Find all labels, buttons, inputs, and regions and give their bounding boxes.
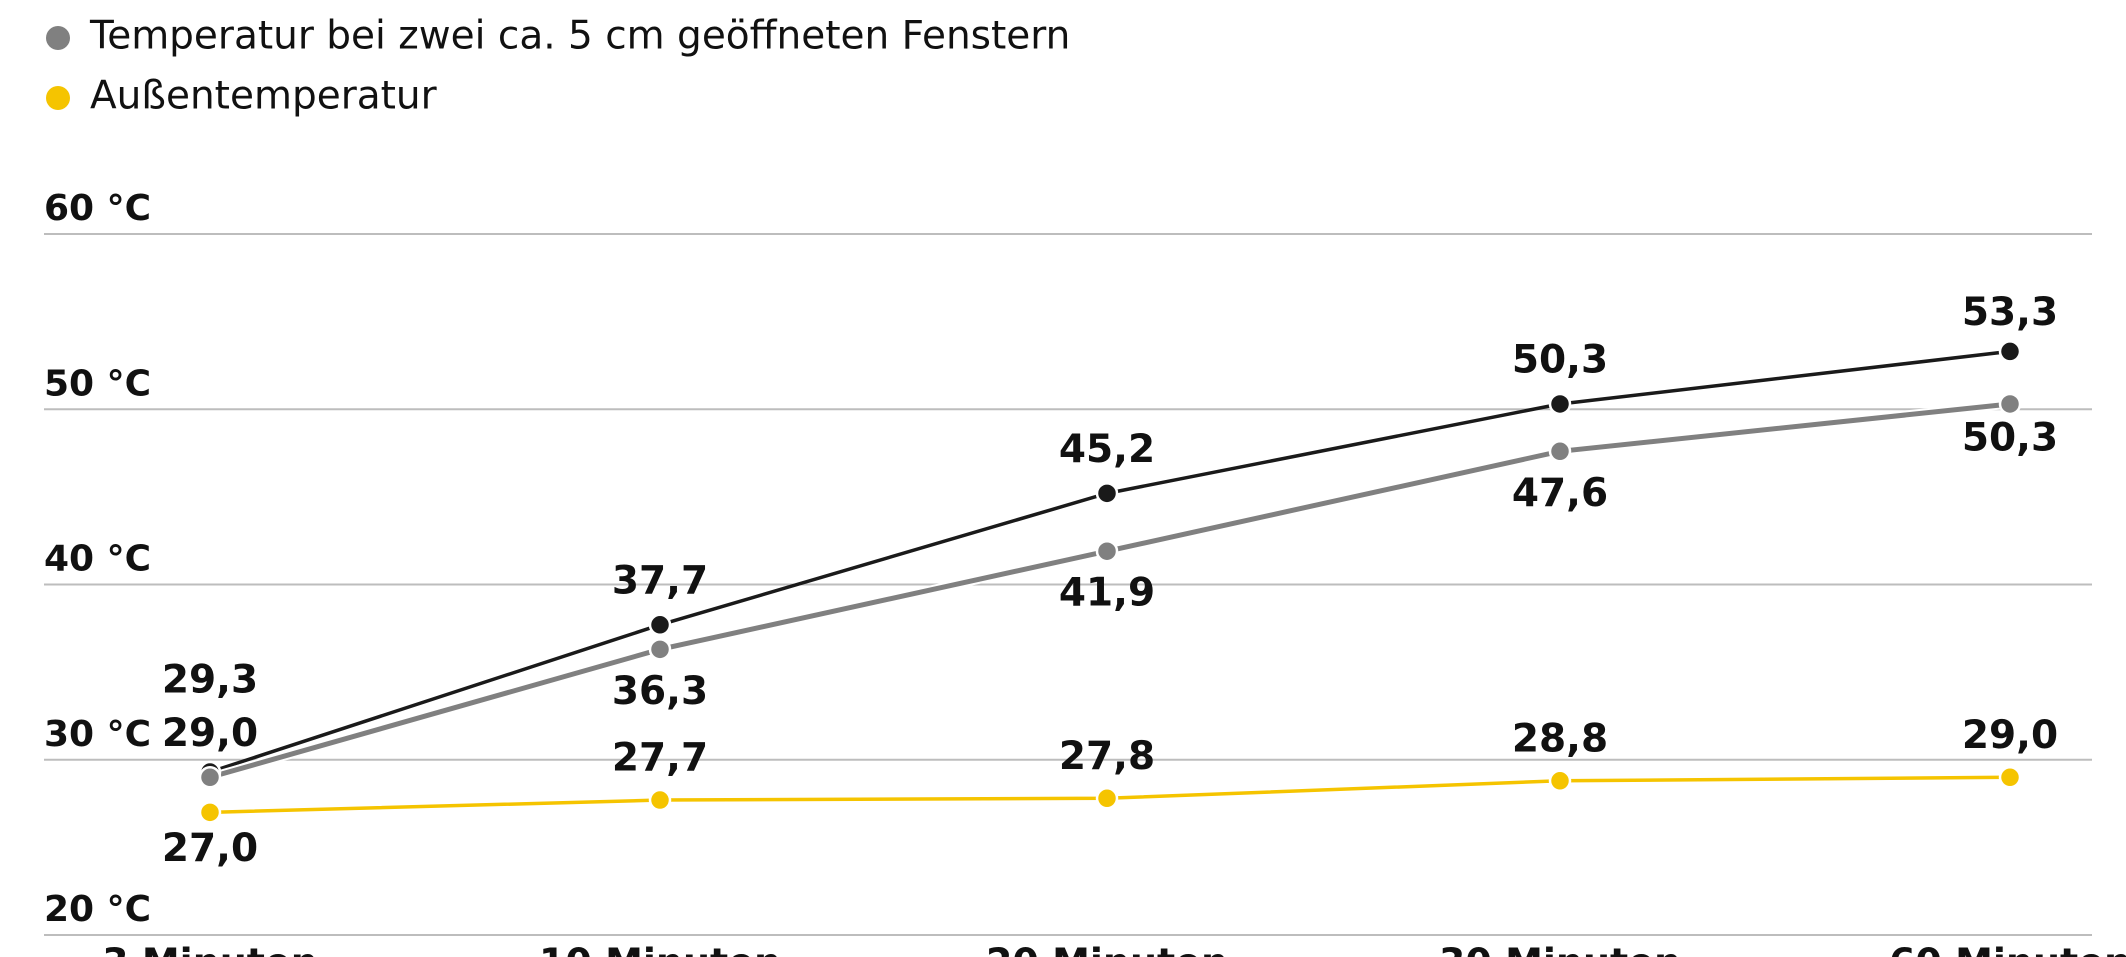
data-label: 50,3 (1962, 415, 2058, 460)
data-point (1998, 766, 2022, 789)
x-tick-label: 60 Minuten (1889, 941, 2126, 957)
data-label: 45,2 (1059, 427, 1155, 472)
legend-label: Temperatur bei zwei ca. 5 cm geöffneten … (89, 14, 1070, 59)
data-label: 37,7 (612, 558, 708, 603)
data-point (648, 638, 672, 661)
data-point (1095, 787, 1119, 810)
y-tick-label: 50 °C (44, 363, 151, 404)
y-tick-label: 30 °C (44, 714, 151, 755)
y-tick-label: 60 °C (44, 188, 151, 229)
x-tick-label: 30 Minuten (1439, 941, 1681, 957)
data-label: 53,3 (1962, 290, 2058, 335)
data-point (1548, 440, 1572, 463)
x-tick-label: 3 Minuten (102, 941, 318, 957)
legend-marker (46, 26, 70, 50)
data-point (648, 613, 672, 637)
data-point (1998, 340, 2022, 363)
data-point (1095, 482, 1119, 505)
data-label: 47,6 (1512, 471, 1608, 516)
data-point (1548, 769, 1572, 793)
data-label: 41,9 (1059, 571, 1155, 616)
data-label: 28,8 (1512, 716, 1608, 761)
data-label: 27,7 (612, 736, 708, 781)
legend-marker (46, 86, 70, 110)
data-label: 50,3 (1512, 337, 1608, 382)
data-label: 29,0 (162, 711, 258, 756)
y-tick-label: 20 °C (44, 889, 151, 930)
data-point (198, 766, 222, 789)
data-label: 36,3 (612, 669, 708, 714)
x-tick-label: 10 Minuten (539, 941, 781, 957)
data-point (648, 788, 672, 812)
data-point (1095, 539, 1119, 563)
data-label: 27,0 (162, 826, 258, 871)
legend-label: Außentemperatur (90, 74, 438, 119)
data-point (1548, 392, 1572, 416)
x-tick-label: 20 Minuten (986, 941, 1228, 957)
y-tick-label: 40 °C (44, 539, 151, 580)
data-label: 29,0 (1962, 713, 2058, 758)
data-label: 27,8 (1059, 734, 1155, 779)
data-point (198, 801, 222, 824)
data-label: 29,3 (162, 658, 258, 703)
data-point (1998, 392, 2022, 416)
